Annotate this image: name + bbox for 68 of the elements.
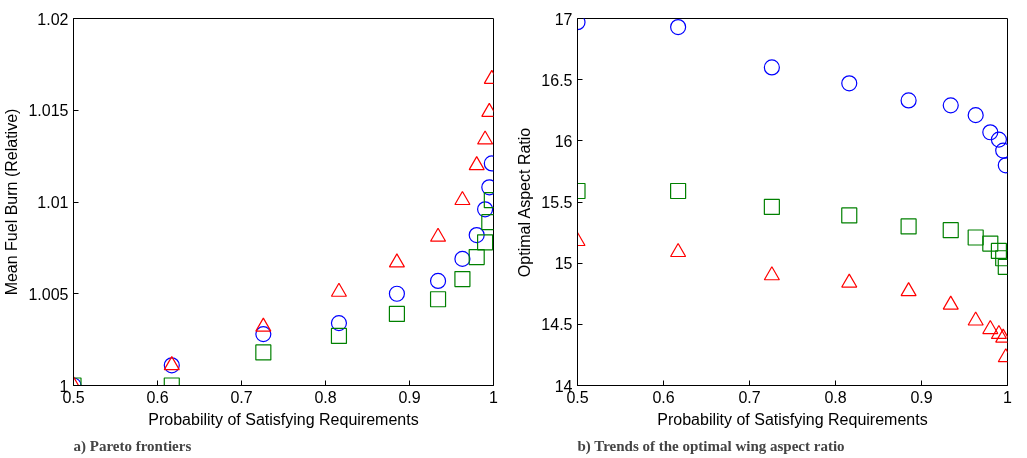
point — [900, 218, 917, 235]
point — [255, 326, 272, 343]
point — [967, 229, 984, 246]
point — [468, 248, 485, 266]
y-axis-title: Mean Fuel Burn (Relative) — [3, 108, 21, 296]
point — [982, 319, 999, 335]
point — [990, 242, 1007, 260]
point — [429, 227, 447, 242]
point — [477, 234, 494, 251]
point — [990, 324, 1007, 340]
point — [330, 327, 348, 345]
point — [454, 270, 471, 288]
point — [429, 291, 447, 308]
point — [454, 190, 471, 206]
point — [670, 182, 687, 200]
point — [841, 207, 858, 224]
point — [477, 130, 494, 145]
point — [942, 222, 959, 239]
x-tick-label: 0.6 — [146, 388, 169, 406]
point — [982, 124, 999, 141]
point — [468, 226, 485, 244]
point — [388, 285, 405, 302]
point — [967, 107, 984, 124]
x-tick-label: 0.8 — [314, 388, 337, 406]
point — [468, 156, 485, 171]
text: a) Pareto frontiers — [73, 437, 192, 455]
y-tick-label: 15 — [554, 255, 573, 273]
point — [763, 198, 780, 215]
point — [841, 75, 858, 92]
y-tick-label: 17 — [554, 10, 573, 28]
point — [429, 272, 447, 289]
x-tick-label: 1 — [489, 388, 499, 406]
point — [763, 59, 780, 76]
y-tick-label: 1.01 — [37, 194, 69, 211]
point — [967, 311, 984, 326]
text: b) Trends of the optimal wing aspect ratio — [577, 437, 845, 455]
x-tick-label: 0.9 — [910, 388, 933, 406]
point — [388, 305, 405, 323]
point — [670, 18, 687, 36]
y-tick-label: 1.015 — [28, 102, 69, 120]
point — [900, 92, 917, 109]
x-axis-title: Probability of Satisfying Requirements — [657, 410, 928, 428]
y-tick-label: 16 — [554, 132, 573, 150]
point — [330, 315, 348, 332]
x-axis-title: Probability of Satisfying Requirements — [148, 410, 419, 428]
point — [942, 295, 959, 310]
x-tick-label: 0.9 — [398, 388, 421, 406]
point — [900, 282, 917, 297]
y-tick-label: 16.5 — [541, 71, 573, 89]
point — [670, 242, 687, 258]
point — [841, 273, 858, 288]
x-tick-label: 0.8 — [824, 388, 847, 406]
x-tick-label: 0.6 — [652, 388, 675, 406]
point — [477, 201, 494, 218]
point — [942, 97, 959, 114]
x-tick-label: 0.7 — [230, 388, 253, 406]
y-tick-label: 1.005 — [28, 285, 69, 303]
y-axis-title: Optimal Aspect Ratio — [516, 127, 534, 278]
point — [255, 344, 272, 361]
point — [990, 131, 1007, 148]
y-tick-label: 1.02 — [37, 10, 69, 28]
x-tick-label: 0.7 — [738, 388, 761, 406]
x-tick-label: 1 — [1003, 388, 1013, 406]
point — [982, 235, 999, 252]
y-tick-label: 14.5 — [541, 316, 573, 334]
point — [388, 253, 405, 268]
y-tick-label: 15.5 — [541, 194, 573, 211]
point — [763, 266, 780, 281]
